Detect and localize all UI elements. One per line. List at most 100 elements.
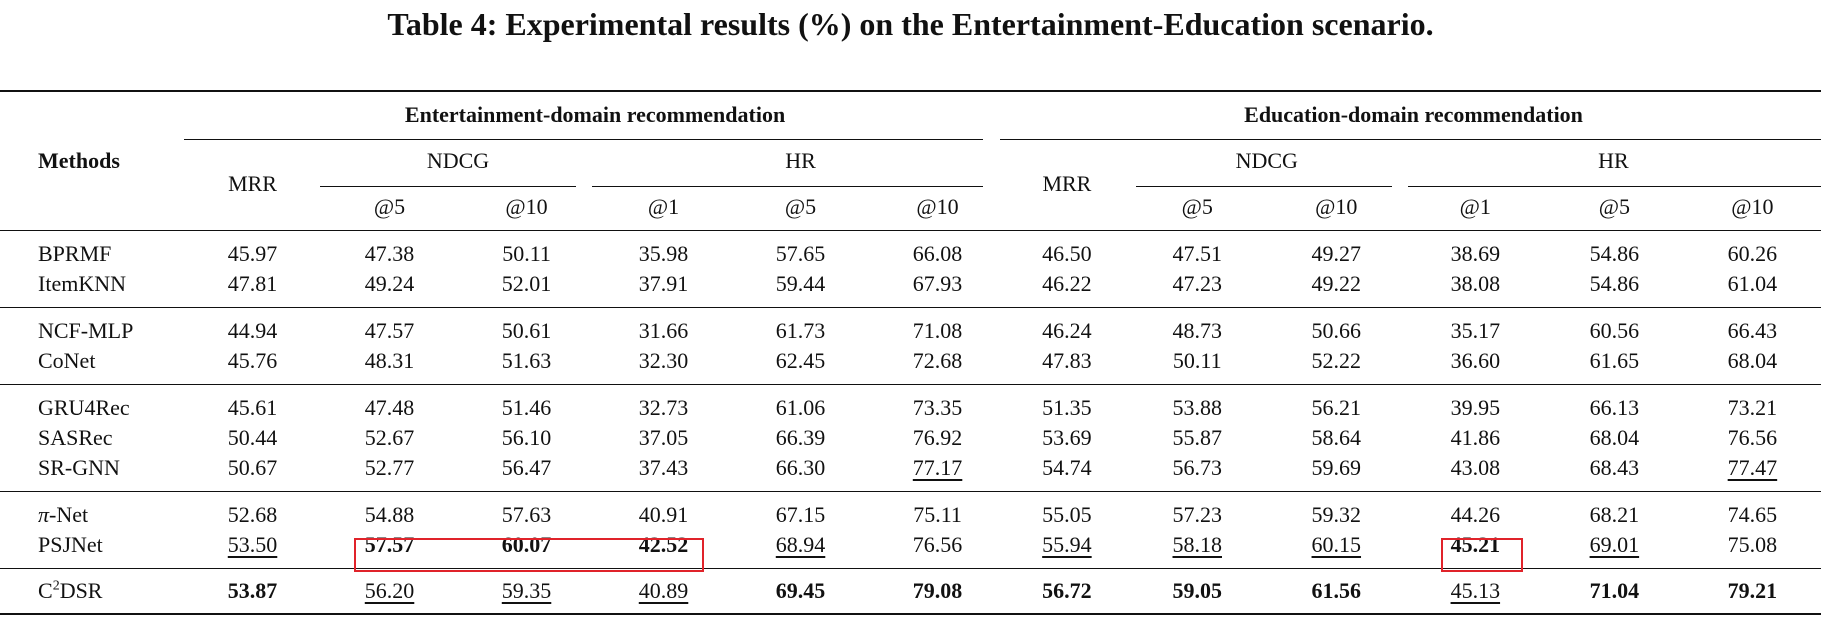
cell: 47.38: [321, 230, 459, 269]
ent-mrr-header: MRR: [228, 171, 277, 196]
table-row: BPRMF 45.97 47.38 50.11 35.98 57.65 66.08 46.5…: [0, 230, 1821, 269]
cell: 39.95: [1405, 384, 1545, 423]
ent-hr-header: HR: [785, 148, 816, 173]
cell: 47.81: [227, 271, 278, 296]
cell: 56.10: [501, 425, 552, 450]
edu-hr-header: HR: [1598, 148, 1629, 173]
cell: 59.44: [775, 271, 826, 296]
cell-underlined: 53.50: [227, 532, 278, 557]
cell: 37.05: [638, 425, 689, 450]
cell: 51.35: [1006, 384, 1128, 423]
edu-ndcg-rule: [1136, 186, 1392, 187]
cell-bold: 42.52: [638, 532, 689, 557]
cell: 35.98: [595, 230, 733, 269]
cell-bold: 56.72: [1006, 568, 1128, 615]
edu-ndcg10-header: @10: [1315, 194, 1358, 219]
cell: 54.74: [1042, 455, 1092, 480]
cell: 55.87: [1172, 425, 1223, 450]
edu-ndcg5-header: @5: [1181, 194, 1213, 219]
cell: 49.27: [1266, 230, 1406, 269]
cell: 74.65: [1683, 491, 1821, 530]
cell: 68.04: [1589, 425, 1640, 450]
cell: 43.08: [1450, 455, 1501, 480]
cell: 45.61: [184, 384, 322, 423]
cell: 41.86: [1450, 425, 1501, 450]
cell-underlined: 68.94: [775, 532, 826, 557]
cell: 54.88: [321, 491, 459, 530]
ent-ndcg5-header: @5: [373, 194, 406, 219]
method-name: GRU4Rec: [0, 384, 185, 423]
table-row: GRU4Rec 45.61 47.48 51.46 32.73 61.06 73.35 51…: [0, 384, 1821, 423]
cell: 72.68: [912, 348, 963, 373]
cell: 67.93: [912, 271, 963, 296]
cell: 46.50: [1006, 230, 1128, 269]
cell: 52.67: [364, 425, 415, 450]
cell: 62.45: [775, 348, 826, 373]
ent-ndcg-rule: [320, 186, 576, 187]
cell: 51.46: [458, 384, 596, 423]
cell: 73.35: [869, 384, 1007, 423]
cell: 46.22: [1042, 271, 1092, 296]
cell: 47.57: [321, 307, 459, 346]
cell: 60.26: [1683, 230, 1821, 269]
cell: 53.69: [1042, 425, 1092, 450]
cell: 45.97: [184, 230, 322, 269]
cell-bold: 59.05: [1127, 568, 1267, 615]
header-row-cutoffs: @5 @10 @1 @5 @10 @5 @10 @1 @5 @10: [0, 184, 1821, 231]
cell: 56.21: [1266, 384, 1406, 423]
cell: 50.61: [458, 307, 596, 346]
method-name: π-Net: [0, 491, 185, 530]
cell-underlined: 40.89: [595, 568, 733, 615]
cell: 52.68: [184, 491, 322, 530]
edu-hr1-header: @1: [1459, 194, 1491, 219]
cell: 71.08: [869, 307, 1007, 346]
table-row: CoNet 45.76 48.31 51.63 32.30 62.45 72.68 47.8…: [0, 346, 1821, 385]
method-name: BPRMF: [0, 230, 185, 269]
method-suffix: DSR: [59, 578, 103, 603]
cell: 66.39: [775, 425, 826, 450]
cell: 47.48: [321, 384, 459, 423]
cell: 38.08: [1450, 271, 1501, 296]
cell: 54.86: [1589, 271, 1640, 296]
edu-group-rule: [1000, 139, 1821, 140]
method-prefix: C: [38, 578, 53, 603]
cell: 76.56: [912, 532, 963, 557]
cell: 56.47: [501, 455, 552, 480]
cell: 45.76: [227, 348, 278, 373]
education-group-header: Education-domain recommendation: [1244, 102, 1583, 127]
cell: 66.13: [1544, 384, 1684, 423]
table-row: SR-GNN 50.67 52.77 56.47 37.43 66.30 77.17 54.…: [0, 453, 1821, 492]
cell-bold: 69.45: [732, 568, 870, 615]
ent-hr1-header: @1: [647, 194, 680, 219]
cell: 76.56: [1727, 425, 1778, 450]
cell: 57.63: [458, 491, 596, 530]
cell-bold: 57.57: [364, 532, 415, 557]
cell: 44.26: [1405, 491, 1545, 530]
table-row: PSJNet 53.50 57.57 60.07 42.52 68.94 76.56 55.…: [0, 530, 1821, 569]
cell-bold: 61.56: [1266, 568, 1406, 615]
cell: 32.73: [595, 384, 733, 423]
table-row: C2DSR 53.87 56.20 59.35 40.89 69.45 79.08 56.7…: [0, 568, 1821, 615]
cell: 52.22: [1311, 348, 1362, 373]
method-name: ItemKNN: [38, 271, 126, 296]
cell: 61.73: [732, 307, 870, 346]
cell: 48.31: [364, 348, 415, 373]
cell: 50.11: [1172, 348, 1222, 373]
method-name: SASRec: [38, 425, 113, 450]
cell: 58.64: [1311, 425, 1362, 450]
cell-underlined: 55.94: [1042, 532, 1092, 557]
cell-bold: 71.04: [1544, 568, 1684, 615]
cell: 49.22: [1311, 271, 1362, 296]
ent-hr5-header: @5: [784, 194, 817, 219]
header-row-metrics: MRR NDCG HR MRR NDCG HR: [0, 138, 1821, 196]
cell-underlined: 60.15: [1311, 532, 1362, 557]
cell: 53.88: [1127, 384, 1267, 423]
highlight-box-edu: [1441, 538, 1523, 572]
cell: 44.94: [184, 307, 322, 346]
cell: 75.08: [1727, 532, 1778, 557]
method-superscript: 2: [52, 578, 60, 594]
cell: 32.30: [638, 348, 689, 373]
cell: 61.04: [1727, 271, 1778, 296]
cell-underlined: 77.47: [1727, 455, 1778, 480]
cell: 55.05: [1006, 491, 1128, 530]
